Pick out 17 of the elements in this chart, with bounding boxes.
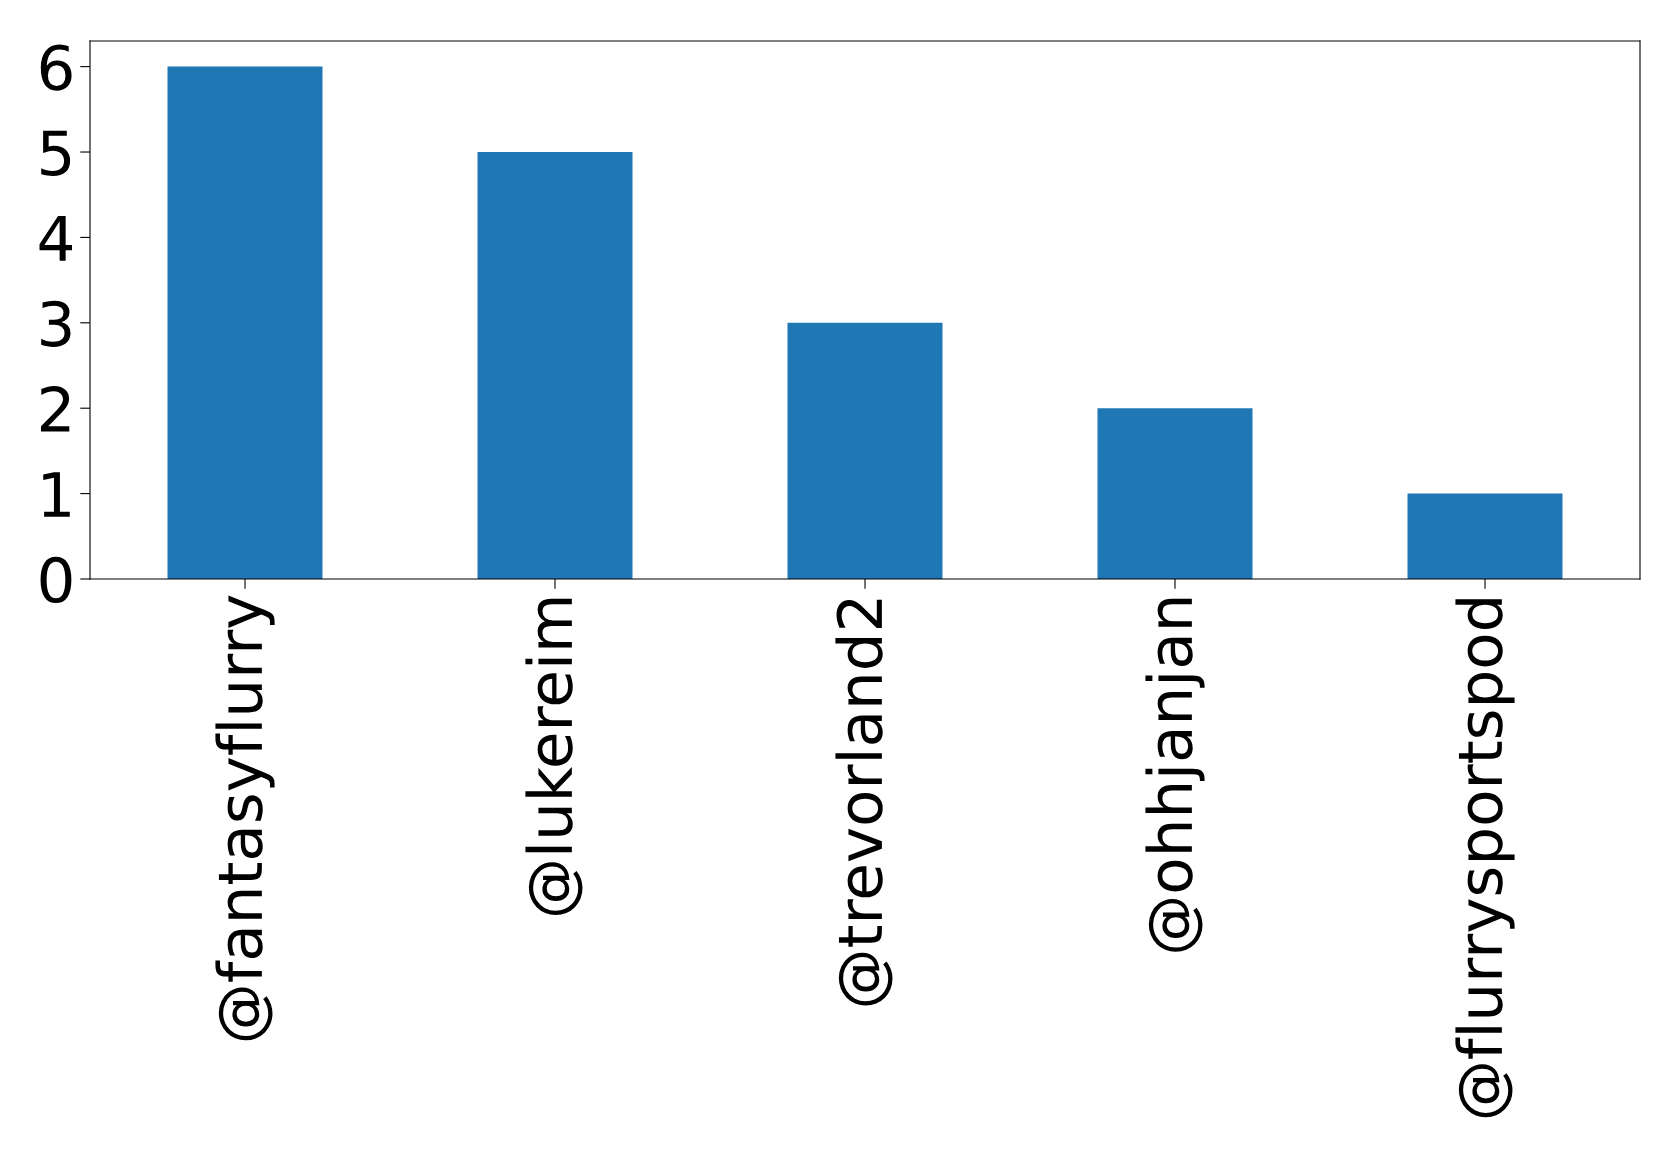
bar xyxy=(477,152,633,579)
bar xyxy=(167,66,323,579)
y-tick-label: 3 xyxy=(41,300,71,347)
y-tick-label: 2 xyxy=(41,386,70,432)
x-tick-label: @lukereim xyxy=(525,598,583,915)
x-tick-label: @fantasyflurry xyxy=(215,595,275,1041)
y-tick-label: 6 xyxy=(40,44,72,91)
y-tick-label: 0 xyxy=(40,556,72,604)
bar xyxy=(787,322,943,579)
y-tick-label: 5 xyxy=(41,130,71,177)
x-tick-label: @trevorland2 xyxy=(835,599,893,1006)
bar xyxy=(1407,493,1563,579)
y-tick-label: 4 xyxy=(39,216,72,261)
y-tick-label: 1 xyxy=(43,472,70,517)
x-tick-label: @ohhjanjan xyxy=(1145,598,1205,952)
x-tick-label: @flurrysportspod xyxy=(1455,599,1515,1118)
bar xyxy=(1097,408,1253,579)
